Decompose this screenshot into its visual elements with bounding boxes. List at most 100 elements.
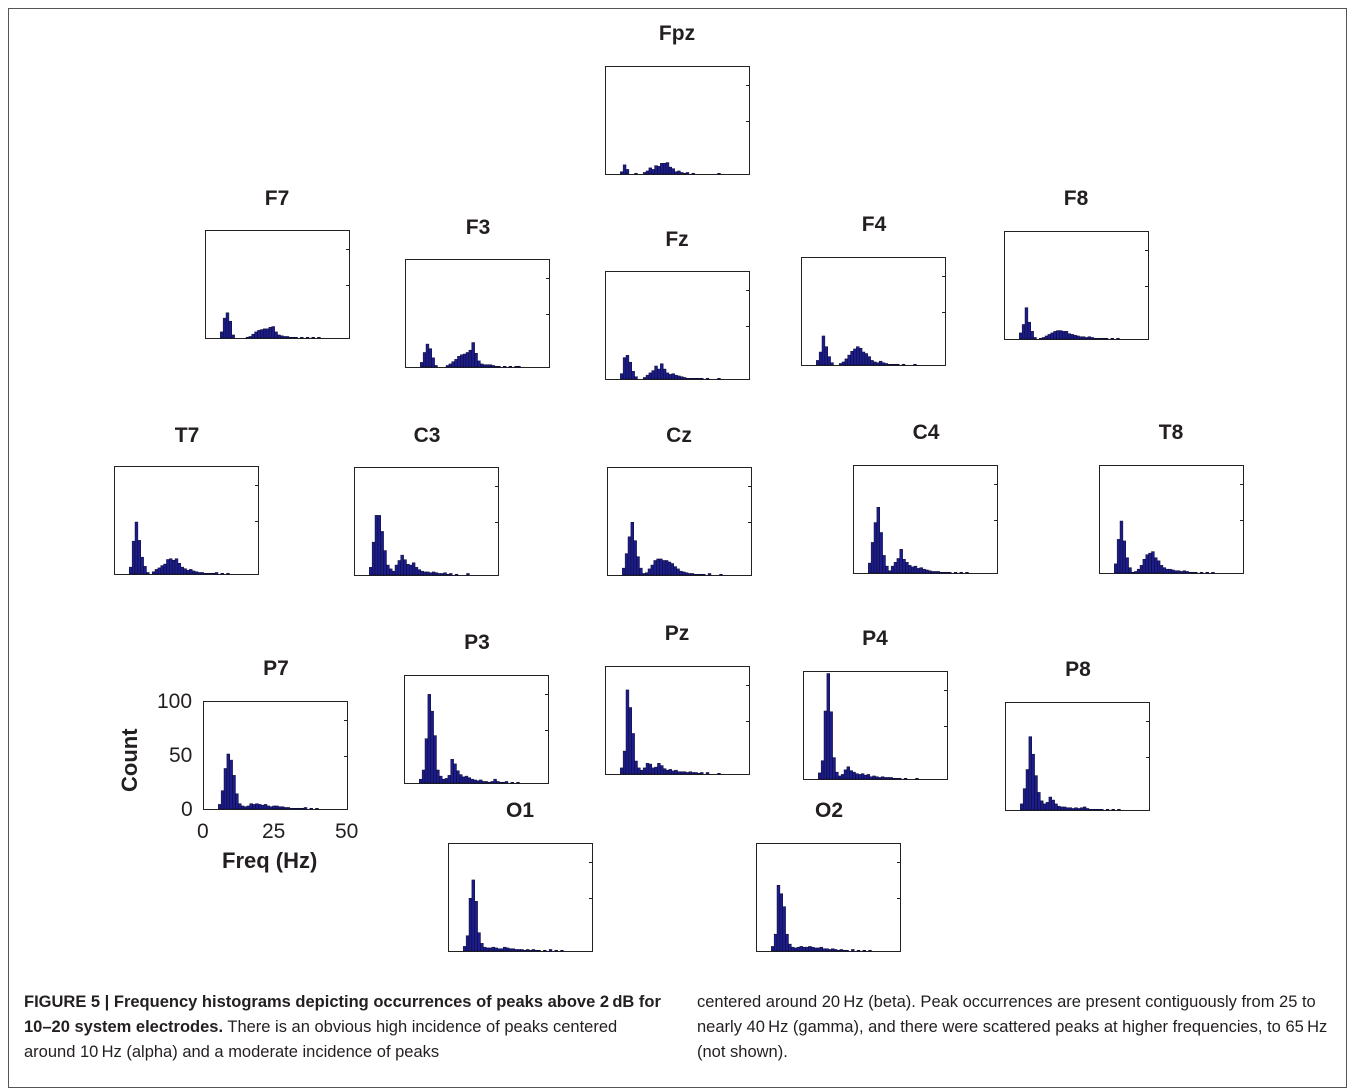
histogram-bar [880, 776, 885, 780]
histogram-bar [1084, 337, 1089, 340]
histogram-bar [1111, 808, 1115, 811]
histogram-bar [705, 377, 710, 380]
panel-title-p4: P4 [862, 627, 888, 650]
histogram-bar [480, 363, 484, 368]
histogram-bar [300, 336, 304, 339]
histogram-bar [453, 763, 457, 784]
histogram-bar [886, 777, 891, 780]
histogram-bar [439, 775, 443, 784]
histogram-bar [869, 776, 873, 780]
histogram-bar [488, 947, 493, 952]
histogram-bar [620, 171, 624, 175]
panel-title-fpz: Fpz [658, 22, 696, 45]
histogram-bar [864, 353, 869, 366]
histogram-bar [705, 772, 710, 775]
histogram-bar [420, 570, 424, 576]
histogram-bar [1021, 324, 1026, 340]
histogram-bar [457, 356, 461, 368]
histogram-bar [1119, 520, 1124, 574]
histogram-bar [411, 562, 416, 576]
histogram-bar [1020, 803, 1024, 811]
histogram-bar [1062, 806, 1067, 811]
histogram-bar [856, 949, 861, 952]
histogram-bar [870, 360, 874, 366]
histogram-bar [473, 779, 477, 784]
histogram-bar [1019, 332, 1023, 340]
histogram-bar [620, 767, 624, 775]
histogram-bar [782, 906, 786, 952]
histogram-bar [137, 540, 141, 575]
histogram-bar [421, 769, 426, 784]
histogram-bar [657, 166, 661, 175]
histogram-bar [424, 738, 429, 784]
histogram-bar [811, 946, 815, 952]
histogram-bar [627, 536, 632, 576]
histogram-t8 [1114, 520, 1215, 574]
histogram-bar [694, 377, 698, 380]
histogram-bar [1053, 331, 1057, 340]
histogram-bar [1045, 802, 1050, 811]
panel-title-t8: T8 [1158, 421, 1184, 444]
histogram-o2 [771, 885, 872, 952]
histogram-bar [642, 767, 647, 775]
histogram-bar [660, 363, 664, 380]
panel-title-p8: P8 [1065, 658, 1091, 681]
panel-plot-t8 [1099, 465, 1244, 574]
histogram-bar [496, 781, 500, 784]
histogram-bar [377, 515, 381, 576]
panel-title-f8: F8 [1063, 187, 1089, 210]
histogram-bar [684, 572, 689, 576]
histogram-bar [1039, 337, 1043, 340]
x-tick-0: 0 [197, 820, 209, 843]
histogram-bar [823, 710, 828, 780]
axis-tick [944, 726, 947, 727]
histogram-bar [226, 753, 230, 810]
histogram-bar [1025, 769, 1030, 811]
histogram-bar [303, 807, 308, 810]
histogram-bar [622, 567, 626, 576]
histogram-bar [1042, 803, 1047, 811]
histogram-bar [272, 805, 276, 810]
histogram-bar [942, 571, 946, 574]
histogram-bar [397, 560, 402, 576]
histogram-bar [548, 949, 553, 952]
histogram-bar [662, 560, 666, 576]
axis-tick [746, 326, 749, 327]
y-tick-50: 50 [169, 744, 193, 767]
histogram-bar [143, 566, 147, 575]
panel-title-c3: C3 [413, 424, 441, 447]
histogram-bar [487, 781, 492, 784]
histogram-bar [890, 565, 895, 574]
panel-title-f3: F3 [465, 216, 491, 239]
histogram-bar [670, 563, 675, 576]
histogram-bar [249, 803, 253, 810]
histogram-bar [1099, 337, 1103, 340]
histogram-bar [481, 781, 486, 784]
histogram-bar [434, 365, 438, 368]
histogram-bar [779, 893, 783, 952]
histogram-bar [463, 946, 467, 952]
histogram-bar [850, 350, 854, 366]
histogram-bar [648, 372, 653, 380]
histogram-bar [423, 571, 427, 576]
histogram-bar [468, 898, 473, 952]
histogram-bar [645, 374, 650, 380]
histogram-bar [916, 568, 921, 574]
histogram-bar [1064, 331, 1069, 340]
histogram-bar [861, 351, 866, 366]
histogram-bar [131, 540, 136, 575]
histogram-bar [433, 735, 437, 784]
histogram-bar [847, 354, 851, 366]
histogram-bar [953, 571, 958, 574]
axis-tick [546, 278, 549, 279]
histogram-bar [822, 948, 826, 952]
panel-plot-c4 [853, 465, 998, 574]
histogram-bar [660, 163, 664, 175]
panel-plot-cz [607, 467, 752, 576]
axis-tick [748, 522, 751, 523]
histogram-bar [1171, 569, 1175, 574]
histogram-bar [445, 365, 450, 368]
histogram-bar [400, 554, 404, 576]
histogram-bar [878, 360, 883, 366]
histogram-cz [622, 522, 723, 576]
